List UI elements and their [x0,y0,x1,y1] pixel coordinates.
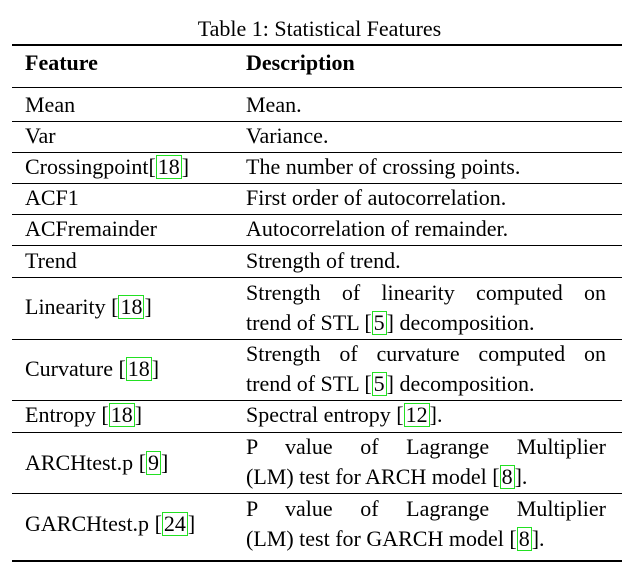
row-divider [12,432,622,433]
header-feature: Feature [25,50,98,75]
row-linearity-description: Strength of linearity computed on trend … [246,278,606,338]
row-crossingpoint-description: The number of crossing points. [246,154,521,179]
description-line: Strength of curvature computed on [246,341,606,366]
row-divider [12,214,622,215]
row-mean-description: Mean. [246,92,302,117]
description-line: P value of Lagrange Multiplier [246,496,606,521]
row-entropy-description: Spectral entropy [12]. [246,402,443,427]
description-line: trend of STL [5] decomposition. [246,310,535,335]
row-divider [12,339,622,340]
description-line: Strength of linearity computed on [246,280,606,305]
description-line: trend of STL [5] decomposition. [246,371,535,396]
citation-link[interactable]: 18 [155,154,182,179]
row-divider [12,277,622,278]
row-garchtest-feature: GARCHtest.p [24] [25,511,196,536]
citation-link[interactable]: 24 [161,511,188,536]
header-rule [12,87,622,88]
row-var-feature: Var [25,123,56,148]
row-acf1-feature: ACF1 [25,185,79,210]
row-entropy-feature: Entropy [18] [25,402,143,427]
citation-link[interactable]: 5 [371,310,387,335]
row-acfremainder-feature: ACFremainder [25,216,157,241]
row-divider [12,493,622,494]
row-acf1-description: First order of autocorrelation. [246,185,507,210]
citation-link[interactable]: 5 [371,371,387,396]
citation-link[interactable]: 8 [499,464,515,489]
row-divider [12,121,622,122]
row-garchtest-description: P value of Lagrange Multiplier (LM) test… [246,494,606,554]
row-curvature-description: Strength of curvature computed on trend … [246,339,606,399]
citation-link[interactable]: 8 [516,526,532,551]
top-rule [12,44,622,46]
row-divider [12,152,622,153]
citation-link[interactable]: 18 [108,402,135,427]
row-crossingpoint-feature: Crossingpoint[18] [25,154,190,179]
table-caption: Table 1: Statistical Features [197,16,442,41]
row-trend-description: Strength of trend. [246,248,401,273]
row-curvature-feature: Curvature [18] [25,356,160,381]
row-archtest-description: P value of Lagrange Multiplier (LM) test… [246,432,606,492]
row-trend-feature: Trend [25,248,77,273]
row-divider [12,183,622,184]
row-acfremainder-description: Autocorrelation of remainder. [246,216,509,241]
header-description: Description [246,50,355,75]
bottom-rule [12,560,622,562]
description-line: (LM) test for ARCH model [8]. [246,464,528,489]
citation-link[interactable]: 12 [403,402,430,427]
description-line: P value of Lagrange Multiplier [246,434,606,459]
row-divider [12,400,622,401]
citation-link[interactable]: 18 [118,294,145,319]
citation-link[interactable]: 18 [125,356,152,381]
row-divider [12,245,622,246]
description-line: (LM) test for GARCH model [8]. [246,526,545,551]
row-archtest-feature: ARCHtest.p [9] [25,450,169,475]
row-var-description: Variance. [246,123,329,148]
row-linearity-feature: Linearity [18] [25,294,152,319]
citation-link[interactable]: 9 [146,450,162,475]
row-mean-feature: Mean [25,92,76,117]
